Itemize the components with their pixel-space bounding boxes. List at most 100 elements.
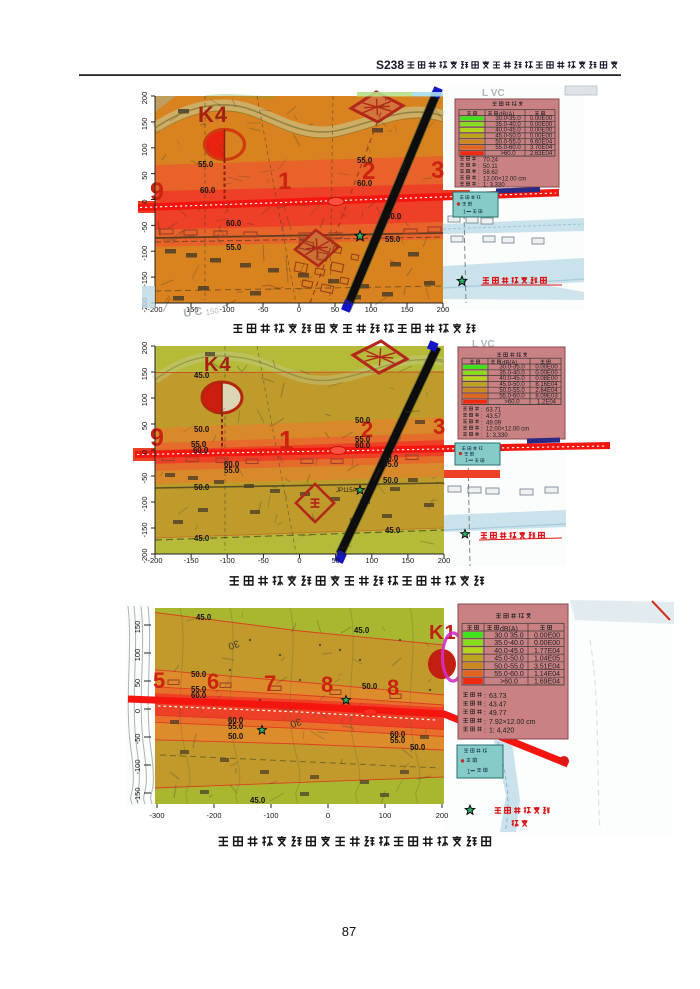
svg-text::: : (484, 727, 486, 734)
svg-text:-150: -150 (184, 556, 199, 565)
svg-text:0: 0 (297, 305, 301, 314)
svg-text:0: 0 (326, 811, 330, 820)
svg-text:K4: K4 (198, 102, 228, 127)
svg-text:30.0-35.0: 30.0-35.0 (495, 116, 521, 122)
svg-text:1.04E05: 1.04E05 (534, 656, 560, 663)
svg-text::: : (481, 414, 483, 420)
svg-text:-100: -100 (219, 305, 234, 314)
svg-text:1.14E04: 1.14E04 (534, 671, 560, 678)
svg-text:150: 150 (133, 621, 142, 634)
svg-text:60.0: 60.0 (357, 179, 373, 188)
svg-text:50: 50 (140, 422, 149, 430)
svg-text:200: 200 (438, 556, 451, 565)
svg-text:0.00E00: 0.00E00 (530, 122, 553, 128)
svg-text:8.09E03: 8.09E03 (535, 394, 558, 400)
svg-text:50: 50 (140, 171, 149, 179)
svg-text:200: 200 (436, 811, 449, 820)
svg-text:150: 150 (401, 305, 414, 314)
svg-text:K4: K4 (204, 354, 232, 376)
svg-text:60.0: 60.0 (191, 691, 207, 700)
svg-text:-200: -200 (140, 548, 149, 563)
svg-text:60.0: 60.0 (390, 730, 406, 739)
svg-text:8: 8 (321, 672, 333, 697)
svg-text:0.00E00: 0.00E00 (534, 633, 560, 640)
svg-text:55.0: 55.0 (228, 722, 244, 731)
svg-text::: : (484, 693, 486, 700)
svg-text:55.0-60.0: 55.0-60.0 (494, 671, 524, 678)
svg-text:-150: -150 (183, 305, 198, 314)
svg-text:1: 4,420: 1: 4,420 (489, 727, 514, 734)
svg-text:1: 1 (467, 768, 471, 775)
svg-text:50: 50 (133, 679, 142, 687)
svg-text:45.0: 45.0 (196, 613, 212, 622)
svg-text:8: 8 (387, 675, 399, 700)
svg-text::: : (478, 158, 480, 164)
svg-text:50.0: 50.0 (194, 425, 210, 434)
svg-text:1: 1 (279, 425, 293, 455)
svg-text:9: 9 (150, 178, 164, 206)
svg-text::: : (478, 183, 480, 189)
svg-text:K1: K1 (429, 622, 457, 644)
svg-text:55.0: 55.0 (191, 440, 207, 449)
svg-text:-150: -150 (140, 522, 149, 537)
svg-text:1: 3,330: 1: 3,330 (486, 433, 508, 439)
svg-text:-100: -100 (140, 246, 149, 261)
svg-text:45.0: 45.0 (194, 534, 210, 543)
svg-text::: : (481, 433, 483, 439)
svg-text:50.0: 50.0 (194, 483, 210, 492)
svg-text:>60.0: >60.0 (504, 399, 520, 405)
svg-text:55.0: 55.0 (390, 736, 406, 745)
svg-text:60.0: 60.0 (224, 460, 240, 469)
svg-text:60.0: 60.0 (355, 441, 371, 450)
svg-text::: : (481, 420, 483, 426)
svg-text::: : (484, 719, 486, 726)
svg-text:2.63E04: 2.63E04 (530, 151, 553, 157)
svg-text:50: 50 (331, 305, 339, 314)
svg-text:7: 7 (264, 671, 276, 696)
svg-text:50.0: 50.0 (383, 476, 399, 485)
svg-text:1.77E04: 1.77E04 (534, 648, 560, 655)
svg-text:55.0-60.0: 55.0-60.0 (499, 394, 525, 400)
svg-text:12.00×12.00 cm: 12.00×12.00 cm (483, 176, 526, 182)
svg-text:40.0-45.0: 40.0-45.0 (495, 128, 521, 134)
svg-text:200: 200 (437, 305, 450, 314)
svg-text:1: 1 (278, 168, 291, 195)
svg-text:-50: -50 (133, 734, 142, 745)
svg-text:45.0: 45.0 (194, 371, 210, 380)
svg-text:70.24: 70.24 (483, 158, 499, 164)
svg-text:-50: -50 (140, 473, 149, 484)
svg-text:63.71: 63.71 (486, 408, 502, 414)
svg-text:60.0: 60.0 (383, 454, 399, 463)
svg-text:45.0-50.0: 45.0-50.0 (494, 656, 524, 663)
svg-text:100: 100 (133, 649, 142, 662)
svg-text:-200: -200 (206, 811, 221, 820)
svg-text:55.0: 55.0 (191, 685, 207, 694)
svg-text:60.0: 60.0 (228, 716, 244, 725)
svg-text:3.51E04: 3.51E04 (534, 663, 560, 670)
svg-text:150: 150 (140, 368, 149, 381)
svg-text:43.47: 43.47 (489, 702, 507, 709)
svg-text:0: 0 (297, 556, 301, 565)
svg-text:0: 0 (140, 450, 149, 454)
svg-text:150: 150 (140, 118, 149, 131)
svg-text:3: 3 (431, 157, 444, 184)
svg-text:87: 87 (342, 924, 356, 939)
svg-text:55.0: 55.0 (224, 466, 240, 475)
svg-text:L VC: L VC (472, 339, 495, 350)
svg-text:150: 150 (402, 556, 415, 565)
svg-text:100: 100 (140, 143, 149, 156)
svg-text:50.0: 50.0 (228, 732, 244, 741)
svg-text:S238: S238 (376, 58, 404, 72)
svg-text:0.00E00: 0.00E00 (530, 128, 553, 134)
svg-text:50: 50 (331, 556, 339, 565)
svg-text:50.0: 50.0 (410, 743, 426, 752)
svg-text:9: 9 (150, 424, 164, 452)
svg-text:50.0: 50.0 (355, 416, 371, 425)
svg-text:45.0: 45.0 (250, 796, 266, 805)
svg-text:-50: -50 (140, 222, 149, 233)
svg-text:-150: -150 (133, 787, 142, 802)
svg-text:60.0: 60.0 (200, 186, 216, 195)
svg-text:45.0-50.0: 45.0-50.0 (495, 134, 521, 140)
svg-text:45.0: 45.0 (385, 526, 401, 535)
svg-text:55.0: 55.0 (226, 243, 242, 252)
